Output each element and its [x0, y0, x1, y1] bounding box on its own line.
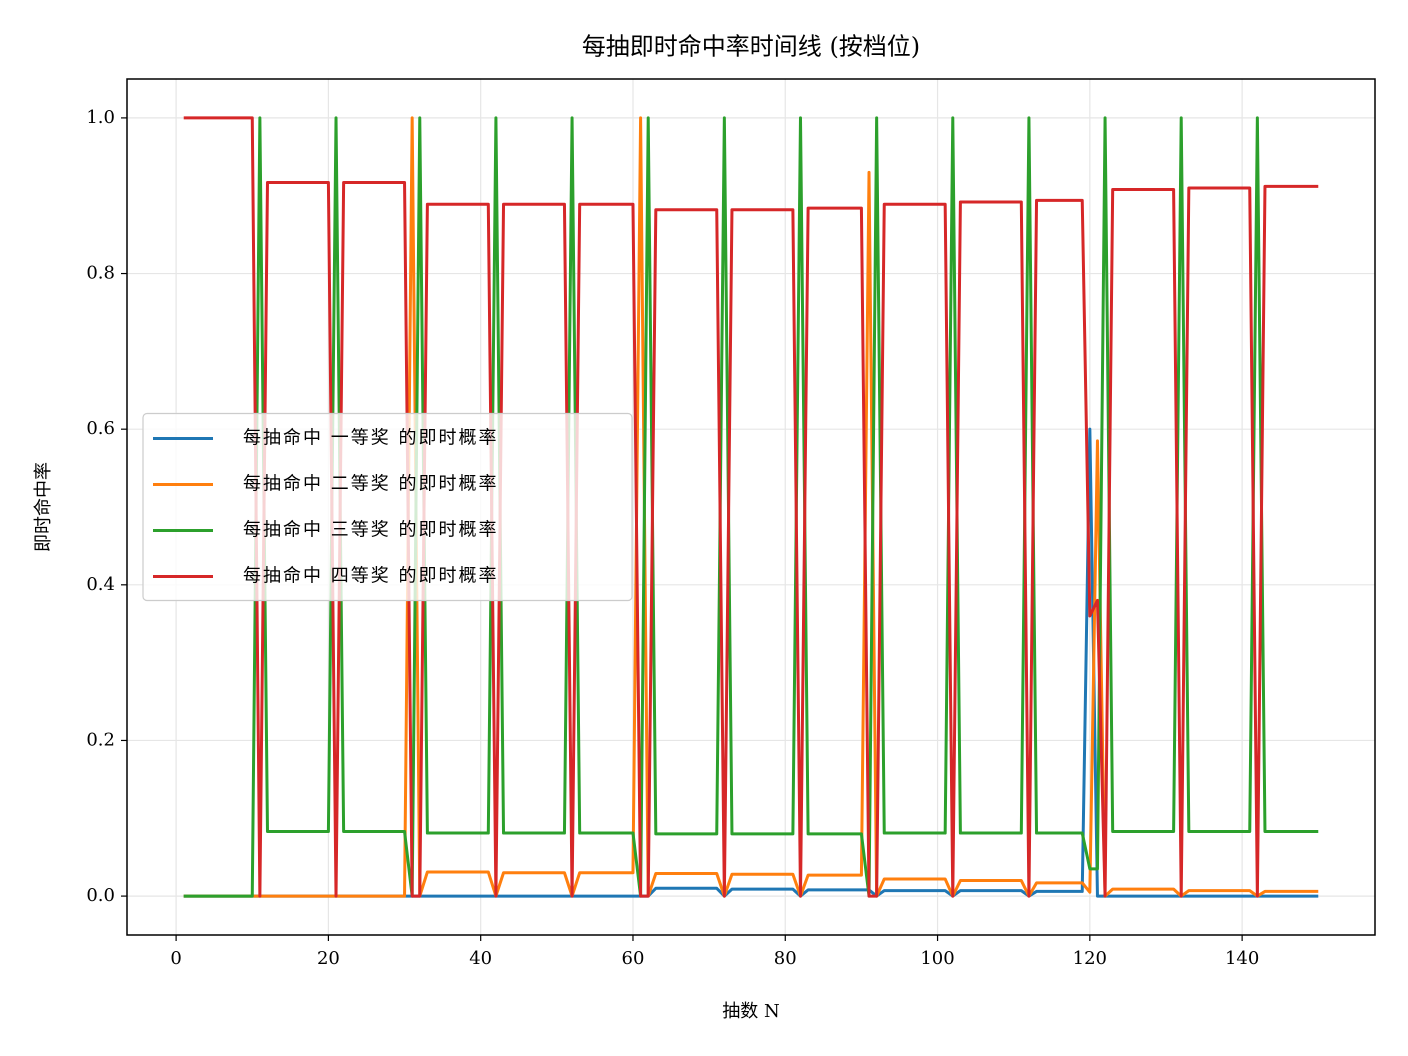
y-tick-label: 0.8: [86, 263, 115, 284]
x-tick-label: 20: [317, 948, 340, 969]
series-line: [183, 116, 1319, 898]
y-axis-label: 即时命中率: [33, 462, 54, 552]
x-tick-label: 40: [469, 948, 492, 969]
x-tick-label: 0: [170, 948, 181, 969]
legend-label: 每抽命中 四等奖 的即时概率: [243, 566, 498, 587]
x-axis-label: 抽数 N: [722, 1001, 779, 1022]
x-tick-label: 60: [622, 948, 645, 969]
series-line: [183, 116, 1319, 898]
chart-title: 每抽即时命中率时间线 (按档位): [582, 33, 920, 61]
series-line: [183, 116, 1319, 898]
x-tick-label: 100: [920, 948, 954, 969]
y-tick-label: 1.0: [86, 107, 115, 128]
plot-frame: [126, 78, 1376, 936]
x-tick-label: 140: [1225, 948, 1259, 969]
legend-label: 每抽命中 一等奖 的即时概率: [243, 428, 498, 449]
y-tick-label: 0.0: [86, 885, 115, 906]
x-tick-label: 80: [774, 948, 797, 969]
legend-label: 每抽命中 三等奖 的即时概率: [243, 520, 498, 541]
legend-frame: [142, 412, 633, 602]
y-tick-label: 0.2: [86, 729, 115, 750]
y-tick-label: 0.4: [86, 574, 115, 595]
x-tick-label: 120: [1073, 948, 1107, 969]
y-tick-label: 0.6: [86, 418, 115, 439]
legend-label: 每抽命中 二等奖 的即时概率: [243, 474, 498, 495]
